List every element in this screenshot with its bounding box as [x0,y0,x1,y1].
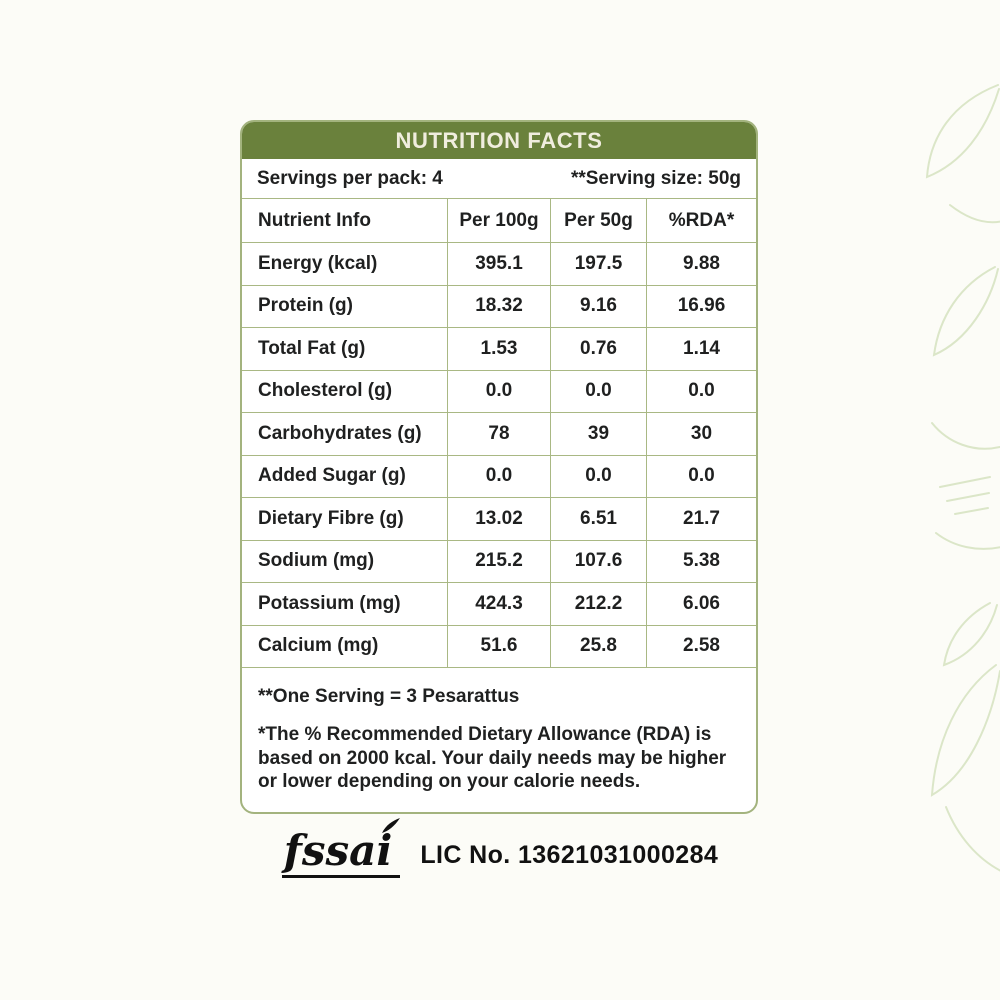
per-100g-value: 0.0 [447,455,550,497]
column-header-per-100g: Per 100g [447,199,550,242]
fssai-logo-text: fssai [283,826,393,875]
nutrition-facts-card: NUTRITION FACTS Servings per pack: 4 **S… [240,120,758,814]
per-50g-value: 0.76 [550,328,646,370]
license-number: LIC No. 13621031000284 [420,840,719,869]
servings-row: Servings per pack: 4 **Serving size: 50g [242,159,756,198]
per-50g-value: 197.5 [550,243,646,285]
nutrient-label: Carbohydrates (g) [258,422,422,444]
column-header-nutrient: Nutrient Info [258,209,371,231]
table-row: Potassium (mg) 424.3 212.2 6.06 [242,582,756,625]
per-50g-value: 39 [550,413,646,455]
rda-value: 2.58 [646,625,756,667]
per-50g-value: 6.51 [550,498,646,540]
table-row: Total Fat (g) 1.53 0.76 1.14 [242,327,756,370]
column-header-per-50g: Per 50g [550,199,646,242]
rda-value: 30 [646,413,756,455]
per-50g-value: 107.6 [550,540,646,582]
nutrient-label: Calcium (mg) [258,635,379,657]
per-100g-value: 0.0 [447,370,550,412]
table-row: Sodium (mg) 215.2 107.6 5.38 [242,539,756,582]
per-100g-value: 78 [447,413,550,455]
servings-per-pack: Servings per pack: 4 [257,167,443,189]
per-100g-value: 13.02 [447,498,550,540]
rda-note: *The % Recommended Dietary Allowance (RD… [258,724,727,793]
rda-value: 6.06 [646,583,756,625]
per-100g-value: 18.32 [447,285,550,327]
nutrient-label: Added Sugar (g) [258,465,406,487]
nutrition-facts-title: NUTRITION FACTS [242,122,756,159]
table-header-row: Nutrient Info Per 100g Per 50g %RDA* [242,198,756,242]
table-row: Dietary Fibre (g) 13.02 6.51 21.7 [242,497,756,540]
nutrient-label: Potassium (mg) [258,592,401,614]
nutrient-label: Total Fat (g) [258,337,366,359]
leaf-decoration [925,84,1000,872]
serving-size: **Serving size: 50g [570,167,741,189]
table-row: Carbohydrates (g) 78 39 30 [242,412,756,455]
nutrient-label: Energy (kcal) [258,252,378,274]
column-header-rda: %RDA* [646,199,756,242]
nutrient-label: Cholesterol (g) [258,380,393,402]
rda-value: 5.38 [646,540,756,582]
fssai-logo: fssai [281,818,401,878]
fssai-leaf-icon [382,818,401,833]
nutrient-label: Sodium (mg) [258,550,375,572]
table-row: Cholesterol (g) 0.0 0.0 0.0 [242,369,756,412]
per-100g-value: 1.53 [447,328,550,370]
table-row: Added Sugar (g) 0.0 0.0 0.0 [242,454,756,497]
per-100g-value: 51.6 [447,625,550,667]
fssai-license-row: fssai LIC No. 13621031000284 [0,818,1000,878]
per-100g-value: 424.3 [447,583,550,625]
nutrient-label: Dietary Fibre (g) [258,507,404,529]
notes-section: **One Serving = 3 Pesarattus *The % Reco… [242,667,756,812]
rda-value: 1.14 [646,328,756,370]
nutrition-table: Nutrient Info Per 100g Per 50g %RDA* Ene… [242,198,756,667]
per-50g-value: 25.8 [550,625,646,667]
serving-note: **One Serving = 3 Pesarattus [258,686,520,707]
rda-value: 0.0 [646,455,756,497]
table-row: Calcium (mg) 51.6 25.8 2.58 [242,624,756,667]
per-50g-value: 0.0 [550,370,646,412]
rda-value: 9.88 [646,243,756,285]
per-50g-value: 0.0 [550,455,646,497]
per-100g-value: 395.1 [447,243,550,285]
per-50g-value: 212.2 [550,583,646,625]
table-row: Energy (kcal) 395.1 197.5 9.88 [242,242,756,285]
per-50g-value: 9.16 [550,285,646,327]
per-100g-value: 215.2 [447,540,550,582]
rda-value: 16.96 [646,285,756,327]
rda-value: 0.0 [646,370,756,412]
rda-value: 21.7 [646,498,756,540]
nutrient-label: Protein (g) [258,295,353,317]
table-row: Protein (g) 18.32 9.16 16.96 [242,284,756,327]
